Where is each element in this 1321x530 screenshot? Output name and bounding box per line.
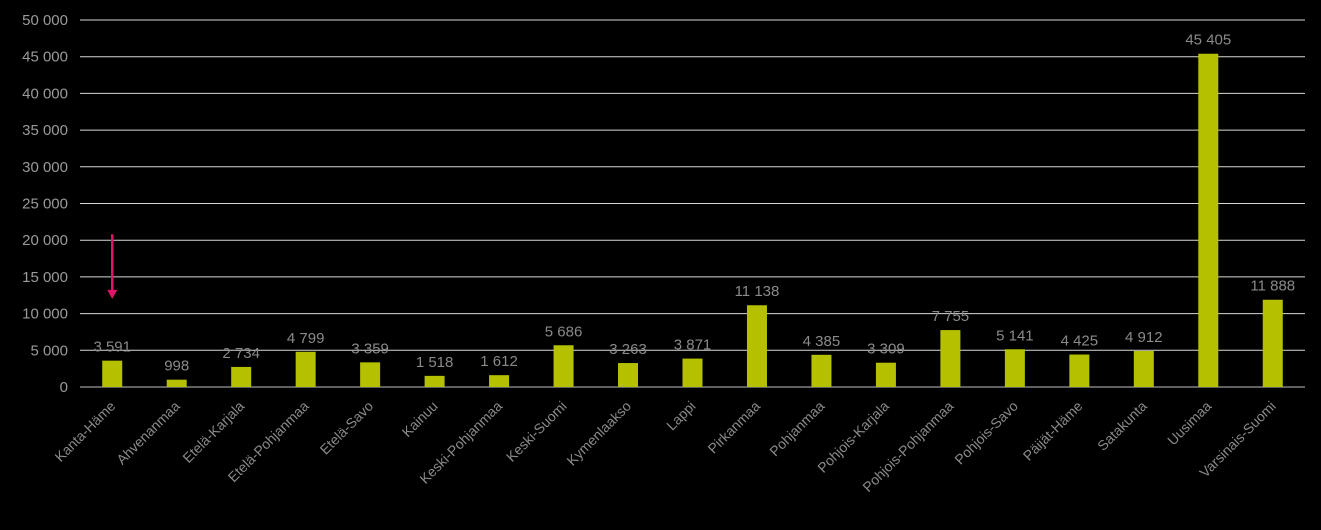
x-tick-label: Etelä-Karjala: [179, 398, 247, 466]
bar: [1133, 350, 1154, 387]
data-label: 11 138: [735, 283, 780, 300]
x-tick-label: Kainuu: [399, 398, 441, 440]
bar: [811, 354, 832, 387]
bar: [553, 345, 574, 387]
x-tick-label: Kanta-Häme: [51, 398, 118, 465]
x-tick-label: Lappi: [663, 398, 699, 434]
bar: [1262, 299, 1283, 387]
data-label: 4 912: [1125, 329, 1163, 346]
bar: [166, 379, 187, 387]
data-label: 4 425: [1061, 333, 1099, 350]
bar: [102, 360, 123, 387]
bar: [424, 375, 445, 387]
data-label: 3 871: [674, 337, 712, 354]
bar: [1004, 349, 1025, 387]
data-label: 3 263: [609, 341, 647, 358]
x-tick-label: Kymenlaakso: [563, 398, 634, 469]
data-label: 7 755: [932, 308, 970, 325]
bar: [875, 362, 896, 387]
bar: [940, 330, 961, 387]
y-tick-label: 15 000: [22, 269, 68, 286]
y-axis-ticks: 0 5 000 10 000 15 000 20 000 25 000 30 000 35 0…: [22, 12, 68, 396]
data-label: 1 612: [480, 353, 518, 370]
data-label: 45 405: [1185, 32, 1231, 49]
data-label: 5 141: [996, 327, 1034, 344]
gridlines: [80, 19, 1305, 388]
y-tick-label: 35 000: [22, 122, 68, 139]
bar: [618, 363, 639, 387]
y-tick-label: 0: [60, 379, 68, 396]
bar: [360, 362, 381, 387]
y-tick-label: 10 000: [22, 306, 68, 323]
data-label: 5 686: [545, 323, 583, 340]
bar: [682, 358, 703, 387]
bars: [102, 53, 1283, 388]
arrow-down-icon: [107, 289, 118, 299]
bar: [295, 351, 316, 387]
data-label: 3 309: [867, 341, 905, 358]
x-tick-label: Päijät-Häme: [1020, 398, 1086, 464]
y-tick-label: 40 000: [22, 85, 68, 102]
data-label: 4 799: [287, 330, 325, 347]
data-label: 11 888: [1250, 278, 1295, 295]
y-tick-label: 20 000: [22, 232, 68, 249]
y-tick-label: 45 000: [22, 49, 68, 66]
data-label: 3 359: [351, 340, 389, 357]
x-tick-label: Satakunta: [1094, 398, 1150, 454]
bar: [746, 305, 767, 387]
x-tick-label: Pirkanmaa: [704, 398, 763, 457]
bar: [231, 366, 252, 387]
y-tick-label: 25 000: [22, 196, 68, 213]
data-label: 2 734: [222, 345, 260, 362]
x-tick-label: Pohjanmaa: [766, 398, 828, 460]
bar: [1198, 53, 1219, 388]
data-label: 3 591: [93, 339, 131, 356]
x-tick-label: Pohjois-Savo: [951, 398, 1021, 468]
data-labels: 3 591 998 2 734 4 799 3 359 1 518 1 612 5 686 3 …: [93, 32, 1295, 375]
bar: [489, 375, 510, 387]
bar: [1069, 354, 1090, 387]
y-tick-label: 50 000: [22, 12, 68, 29]
x-tick-label: Uusimaa: [1164, 398, 1215, 449]
annotations: [107, 234, 118, 299]
data-label: 4 385: [803, 333, 841, 350]
y-tick-label: 30 000: [22, 159, 68, 176]
x-tick-label: Ahvenanmaa: [113, 398, 183, 468]
x-axis-ticks: Kanta-HämeAhvenanmaaEtelä-KarjalaEtelä-P…: [51, 398, 1278, 495]
data-label: 1 518: [416, 354, 454, 371]
y-tick-label: 5 000: [30, 342, 68, 359]
data-label: 998: [164, 358, 189, 375]
x-tick-label: Etelä-Savo: [317, 398, 377, 458]
x-tick-label: Keski-Suomi: [503, 398, 570, 465]
